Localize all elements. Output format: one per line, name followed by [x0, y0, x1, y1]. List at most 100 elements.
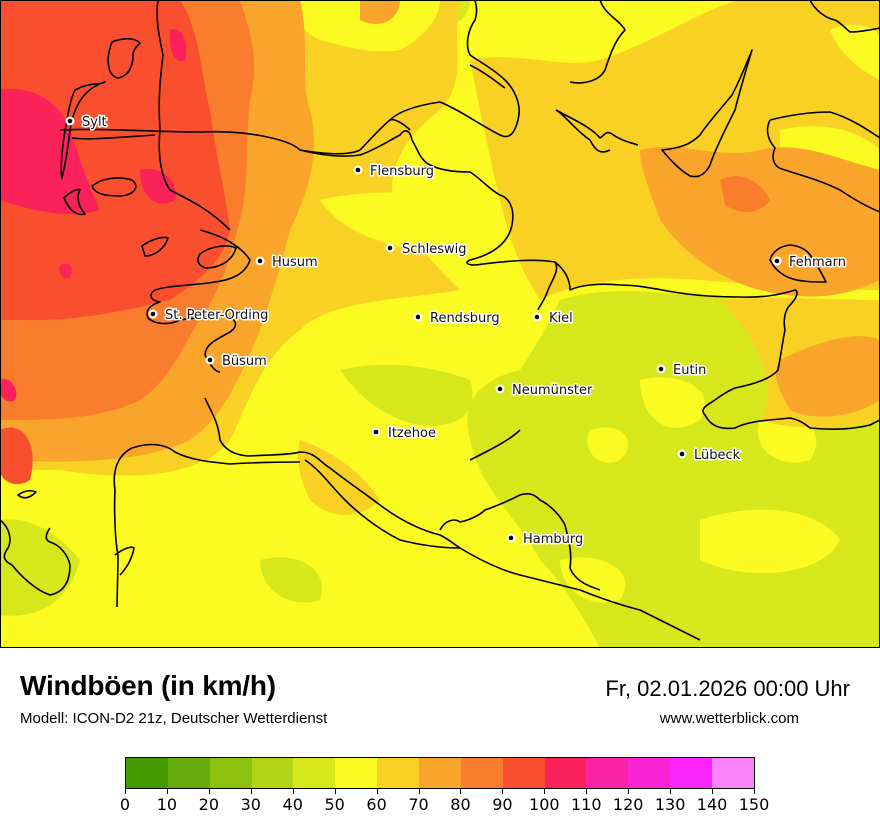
tick-mark [712, 789, 714, 794]
colorbar-segment [670, 758, 713, 788]
colorbar-segment [251, 758, 294, 788]
city-marker: Flensburg [353, 163, 435, 181]
tick-label: 70 [408, 795, 429, 814]
tick-label: 100 [529, 795, 560, 814]
tick-mark [250, 789, 252, 794]
forecast-datetime: Fr, 02.01.2026 00:00 Uhr [605, 676, 850, 701]
city-label: Rendsburg [430, 311, 500, 326]
city-label: Kiel [549, 311, 573, 326]
city-dot-icon [415, 314, 421, 320]
model-source: Modell: ICON-D2 21z, Deutscher Wetterdie… [20, 710, 328, 727]
colorbar-segment [460, 758, 503, 788]
colorbar-segment [126, 758, 168, 788]
city-marker: Eutin [656, 362, 708, 380]
tick-label: 90 [492, 795, 513, 814]
tick-mark [208, 789, 210, 794]
wind-gust-map: Sylt Flensburg Schleswig Husum Fehmarn St. Pe… [0, 0, 880, 648]
city-marker: Itzehoe [371, 425, 437, 443]
city-label: Lübeck [694, 448, 741, 463]
city-marker: Schleswig [385, 241, 468, 259]
city-marker: St. Peter-Ording [148, 307, 270, 325]
tick-mark [418, 789, 420, 794]
colorbar-segment [167, 758, 210, 788]
colorbar-segment [502, 758, 545, 788]
city-label: Eutin [673, 363, 706, 378]
city-dot-icon [257, 258, 263, 264]
city-label: Schleswig [402, 242, 467, 257]
colorbar [125, 757, 755, 789]
city-marker: Neumünster [495, 382, 594, 400]
colorbar-segment [628, 758, 671, 788]
tick-label: 130 [654, 795, 686, 814]
tick-mark [334, 789, 336, 794]
city-label: Büsum [222, 354, 267, 369]
tick-label: 10 [156, 795, 178, 814]
tick-label: 40 [282, 795, 303, 814]
city-dot-icon [774, 258, 780, 264]
city-label: Fehmarn [789, 255, 846, 270]
city-dot-icon [207, 357, 213, 363]
city-label: Flensburg [370, 164, 434, 179]
tick-mark [292, 789, 294, 794]
cities: Sylt Flensburg Schleswig Husum Fehmarn St. Pe… [65, 114, 848, 549]
colorbar-ticks: 0 10 20 30 40 50 60 70 80 90 100 110 120 130 140 150 [120, 789, 769, 819]
city-label: Husum [272, 255, 318, 270]
colorbar-segment [377, 758, 420, 788]
city-dot-icon [497, 386, 503, 392]
city-label: St. Peter-Ording [165, 308, 268, 323]
city-marker: Husum [255, 254, 319, 272]
city-dot-icon [150, 311, 156, 317]
tick-label: 50 [324, 795, 345, 814]
tick-label: 80 [450, 795, 471, 814]
city-marker: Büsum [205, 353, 268, 371]
colorbar-segment [419, 758, 461, 788]
tick-label: 0 [119, 795, 131, 814]
colorbar-segment [586, 758, 629, 788]
map-title: Windböen (in km/h) [20, 670, 276, 701]
tick-mark [586, 789, 588, 794]
tick-mark [544, 789, 546, 794]
tick-mark [754, 789, 755, 794]
city-marker: Sylt [65, 114, 108, 132]
city-marker: Rendsburg [413, 310, 501, 328]
city-dot-icon [679, 451, 685, 457]
colorbar-segment [712, 758, 754, 788]
tick-mark [376, 789, 378, 794]
city-dot-icon [508, 535, 514, 541]
website-url: www.wetterblick.com [659, 710, 799, 727]
city-marker: Lübeck [677, 447, 742, 465]
band-90-100 [0, 0, 230, 485]
tick-label: 60 [366, 795, 387, 814]
tick-mark [670, 789, 672, 794]
tick-mark [166, 789, 168, 794]
colorbar-segment [335, 758, 378, 788]
city-label: Hamburg [523, 532, 583, 547]
tick-label: 20 [198, 795, 220, 814]
colorbar-segment [293, 758, 336, 788]
band-50-60-patches [560, 377, 840, 603]
tick-mark [502, 789, 504, 794]
tick-label: 150 [738, 795, 770, 814]
city-label: Itzehoe [388, 426, 436, 441]
coastlines [0, 0, 880, 641]
city-dot-icon [658, 366, 664, 372]
city-label: Sylt [82, 115, 107, 130]
city-marker: Fehmarn [772, 254, 848, 272]
city-dot-icon [534, 314, 540, 320]
band-100-110 [0, 29, 187, 402]
city-marker: Hamburg [506, 531, 585, 549]
city-dot-icon [373, 429, 379, 435]
tick-mark [125, 789, 126, 794]
tick-label: 110 [570, 795, 602, 814]
city-dot-icon [67, 118, 73, 124]
city-dot-icon [355, 167, 361, 173]
tick-label: 120 [612, 795, 644, 814]
colorbar-segment [209, 758, 252, 788]
tick-label: 30 [240, 795, 261, 814]
city-dot-icon [387, 245, 393, 251]
tick-mark [460, 789, 462, 794]
tick-label: 140 [696, 795, 728, 814]
tick-mark [628, 789, 630, 794]
colorbar-segment [544, 758, 587, 788]
city-label: Neumünster [512, 383, 593, 398]
